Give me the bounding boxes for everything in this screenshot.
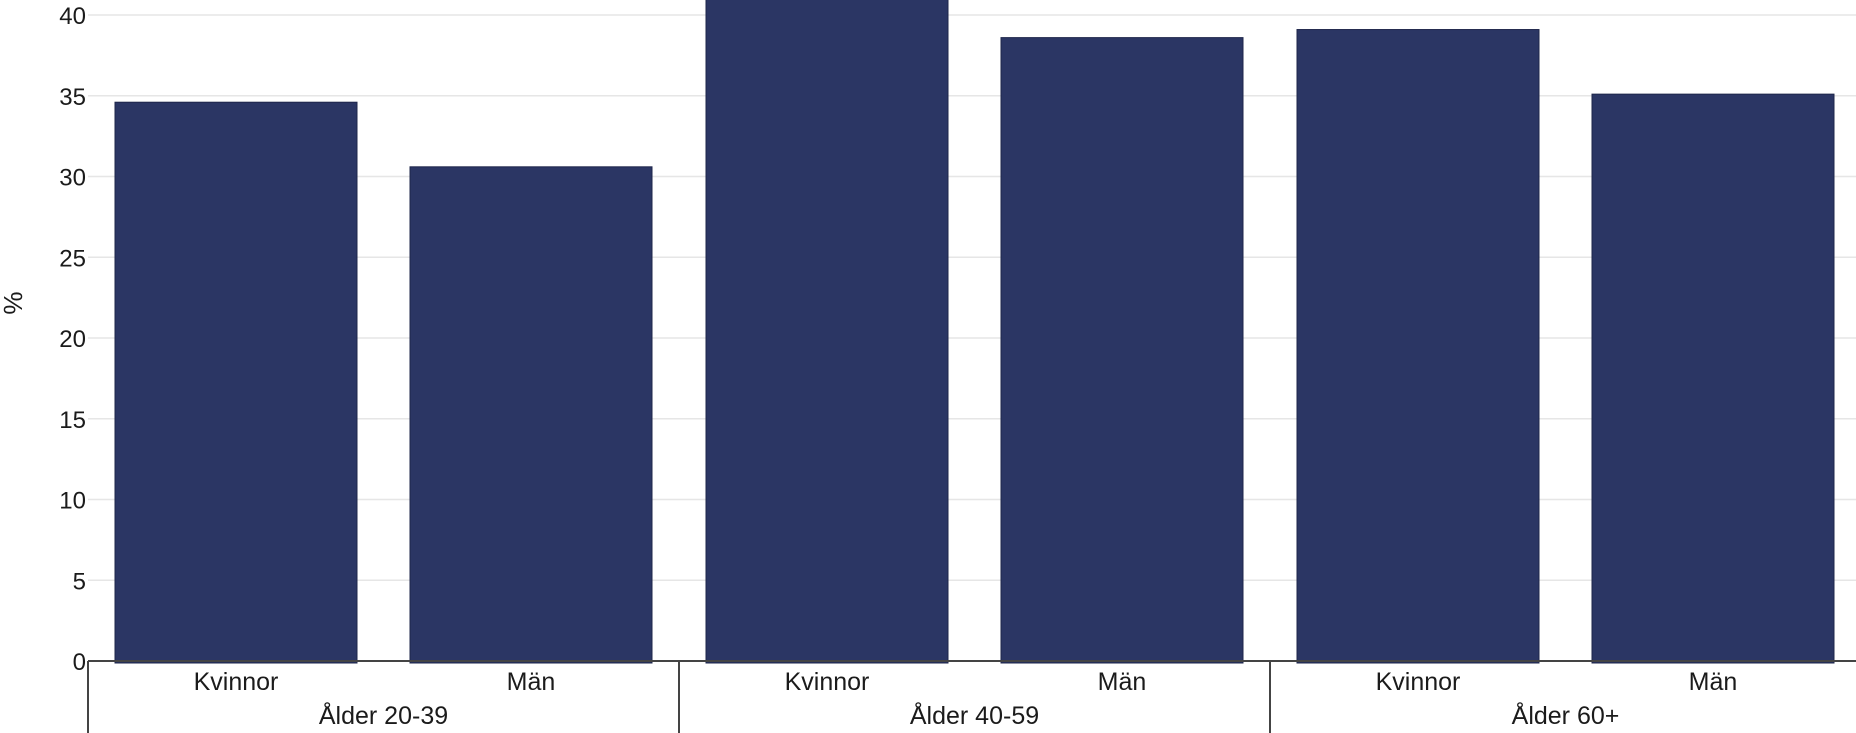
x-category-label: Män	[1689, 668, 1738, 696]
y-tick-label: 40	[59, 3, 86, 30]
y-axis-label: %	[0, 291, 28, 314]
y-tick-label: 15	[59, 407, 86, 434]
x-category-labels: Kvinnor Män Kvinnor Män Kvinnor Män	[194, 668, 1738, 696]
bar	[1591, 93, 1835, 664]
x-group-labels: Ålder 20-39 Ålder 40-59 Ålder 60+	[319, 700, 1619, 730]
x-category-label: Kvinnor	[194, 668, 279, 696]
bar	[409, 166, 653, 664]
y-tick-label: 20	[59, 326, 86, 353]
bar	[114, 101, 358, 664]
bar	[1000, 37, 1244, 664]
x-category-label: Kvinnor	[785, 668, 870, 696]
x-category-label: Män	[1098, 668, 1147, 696]
x-category-label: Kvinnor	[1376, 668, 1461, 696]
y-tick-label: 10	[59, 488, 86, 515]
y-tick-label: 0	[73, 649, 86, 676]
bar	[705, 0, 949, 664]
axes	[87, 660, 1856, 733]
bars	[114, 0, 1835, 664]
y-tick-label: 30	[59, 165, 86, 192]
y-tick-label: 35	[59, 84, 86, 111]
y-tick-label: 25	[59, 245, 86, 272]
x-group-label: Ålder 60+	[1512, 700, 1620, 730]
gridlines	[88, 14, 1856, 581]
x-group-label: Ålder 40-59	[910, 700, 1039, 730]
x-group-label: Ålder 20-39	[319, 700, 448, 730]
x-category-label: Män	[507, 668, 556, 696]
y-tick-labels: 0 5 10 15 20 25 30 35 40	[59, 3, 86, 676]
bar	[1296, 29, 1540, 664]
y-tick-label: 5	[73, 568, 86, 595]
